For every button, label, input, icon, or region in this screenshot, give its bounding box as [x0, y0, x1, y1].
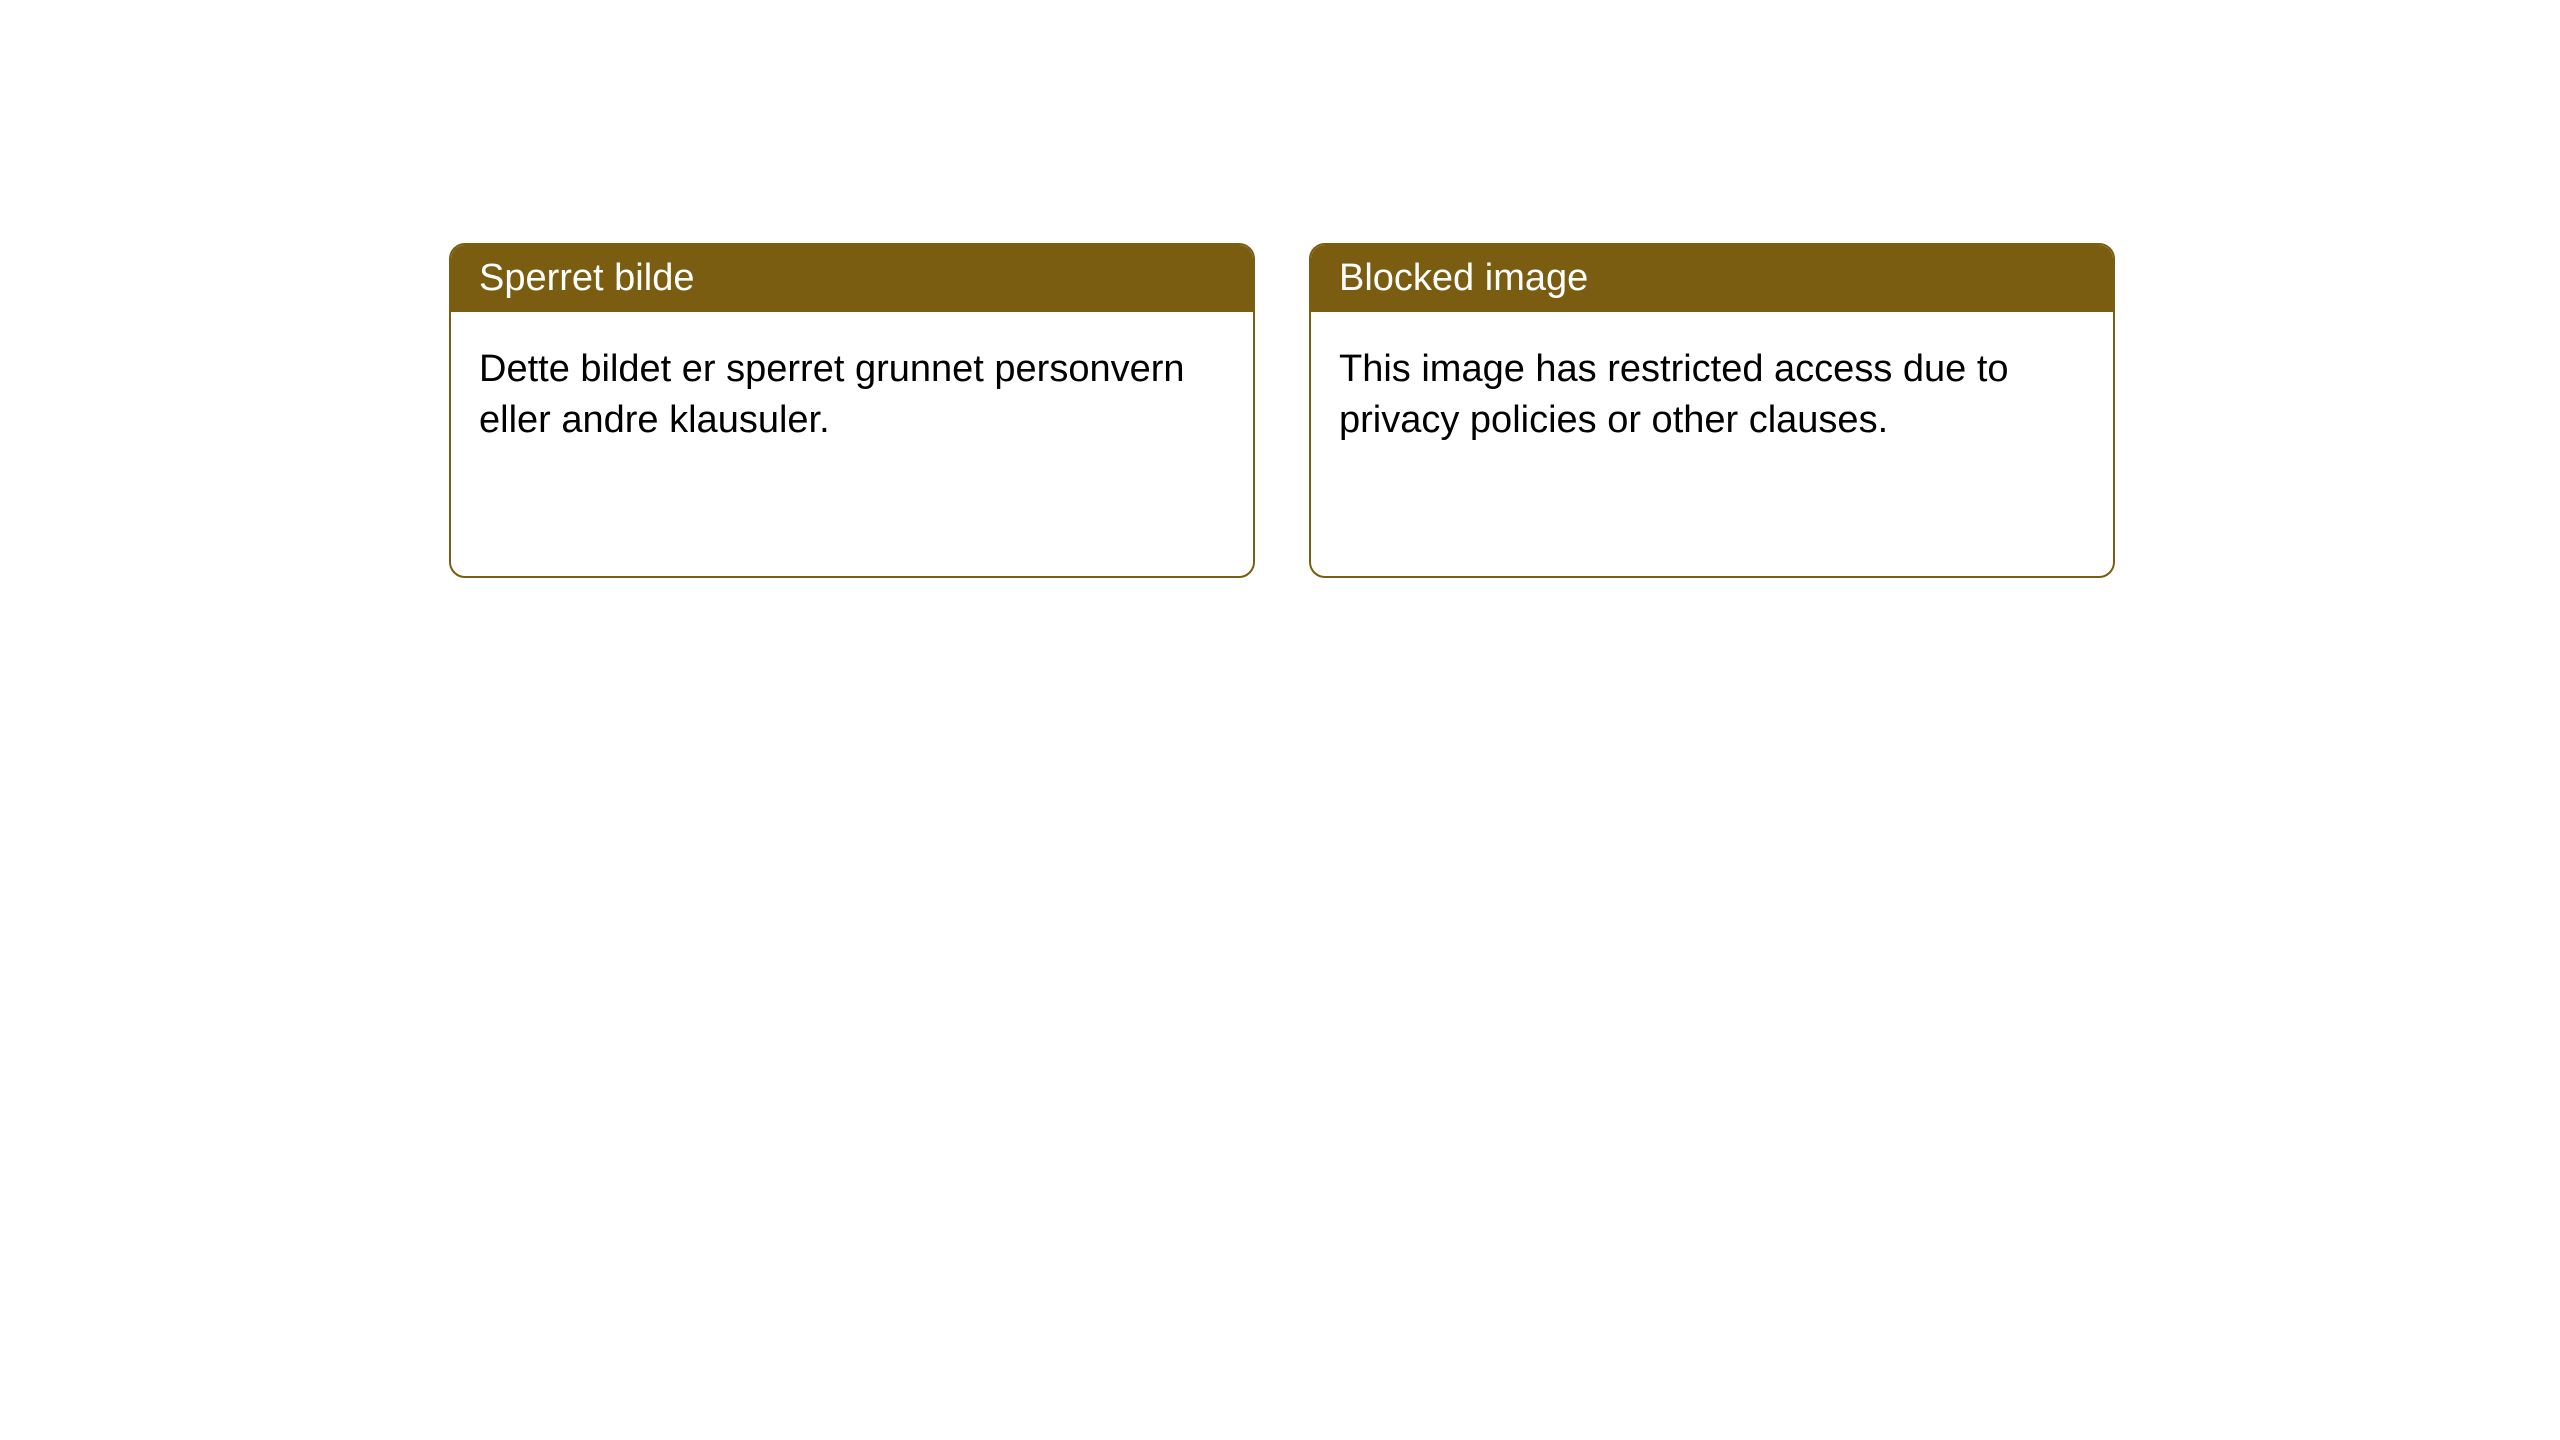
notice-header-english: Blocked image	[1311, 245, 2113, 312]
notice-card-english: Blocked image This image has restricted …	[1309, 243, 2115, 578]
notice-body-norwegian: Dette bildet er sperret grunnet personve…	[451, 312, 1253, 479]
notice-body-english: This image has restricted access due to …	[1311, 312, 2113, 479]
notice-header-norwegian: Sperret bilde	[451, 245, 1253, 312]
notice-title: Blocked image	[1339, 257, 1588, 299]
notice-card-norwegian: Sperret bilde Dette bildet er sperret gr…	[449, 243, 1255, 578]
notice-title: Sperret bilde	[479, 257, 694, 299]
notice-body-text: Dette bildet er sperret grunnet personve…	[479, 348, 1185, 441]
notice-container: Sperret bilde Dette bildet er sperret gr…	[0, 0, 2560, 578]
notice-body-text: This image has restricted access due to …	[1339, 348, 2009, 441]
